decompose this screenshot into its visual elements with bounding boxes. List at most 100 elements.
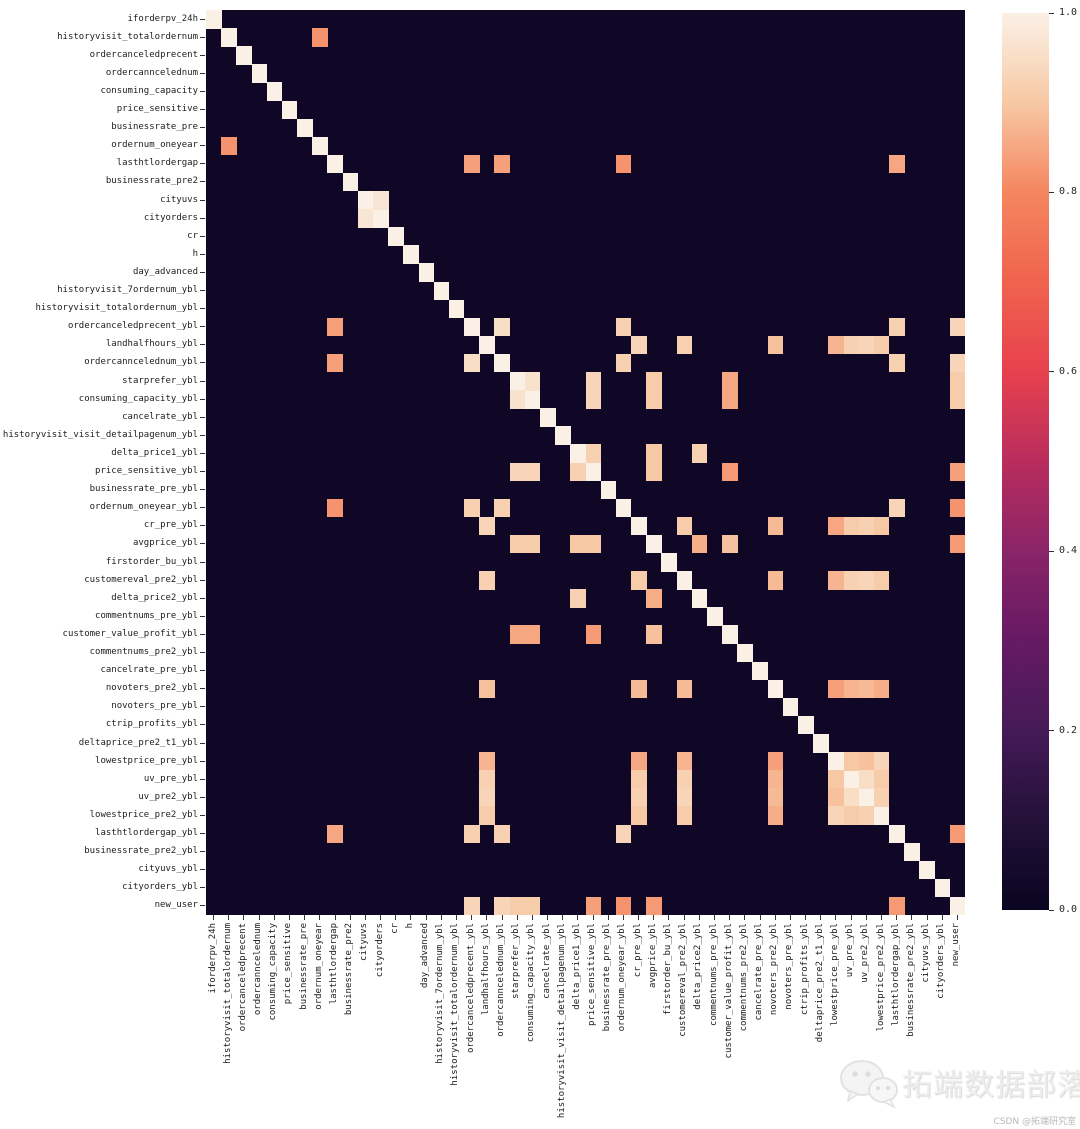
colorbar-tick-label: 0.8 [1059, 186, 1078, 198]
y-tick-label: historyvisit_7ordernum_ybl [57, 285, 198, 296]
y-tick-mark [200, 253, 205, 255]
x-tick-mark [562, 915, 564, 920]
heatmap-cell [843, 679, 860, 699]
x-tick-mark [911, 915, 913, 920]
heatmap-cell [312, 136, 328, 156]
watermark-text: 拓端数据部落 [902, 1068, 1080, 1103]
x-tick-mark [653, 915, 655, 920]
y-tick-label: consuming_capacity [100, 85, 198, 96]
y-tick-label: commentnums_pre_ybl [95, 610, 198, 621]
x-tick-mark [258, 915, 260, 920]
x-tick-mark [729, 915, 731, 920]
y-tick-mark [200, 543, 205, 545]
heatmap-cell [585, 462, 602, 481]
heatmap-cell [509, 462, 526, 481]
heatmap-cell [585, 444, 602, 463]
x-tick-label: cr [389, 923, 400, 934]
x-tick-label: ordercanceledprecent_ybl [465, 923, 476, 1054]
heatmap-cell [631, 770, 647, 789]
x-tick-label: lasthtlordergap_ybl [890, 923, 901, 1026]
x-tick-label: consuming_capacity [268, 923, 279, 1021]
colorbar-tick-mark [1049, 371, 1054, 373]
heatmap-cell [479, 770, 495, 789]
y-tick-label: cityuvs_ybl [138, 864, 198, 875]
x-tick-mark [364, 915, 366, 920]
x-tick-label: new_user [951, 923, 962, 967]
heatmap-cell [889, 353, 905, 373]
x-tick-mark [334, 915, 336, 920]
x-tick-mark [774, 915, 776, 920]
heatmap-cell [949, 353, 966, 373]
y-tick-label: landhalfhours_ybl [105, 339, 198, 350]
heatmap-cell [479, 516, 495, 536]
y-tick-label: delta_price2_ybl [111, 592, 198, 603]
heatmap-cell [615, 896, 632, 916]
heatmap-cell [388, 227, 404, 246]
x-tick-label: ctrip_profits_ybl [799, 923, 810, 1016]
x-tick-label: ordernum_oneyear [313, 923, 324, 1010]
x-tick-label: price_sensitive [283, 923, 294, 1005]
x-tick-mark [471, 915, 473, 920]
heatmap-cell [236, 46, 252, 65]
x-tick-label: cr_pre_ybl [632, 923, 643, 978]
heatmap-cell [494, 824, 510, 843]
heatmap-cell [828, 788, 844, 807]
x-tick-mark [486, 915, 488, 920]
heatmap-cell [221, 136, 237, 156]
heatmap-cell [494, 154, 510, 174]
y-tick-mark [200, 688, 205, 690]
y-tick-label: ctrip_profits_ybl [105, 719, 198, 730]
heatmap-cell [767, 788, 784, 807]
y-tick-mark [200, 760, 205, 762]
y-tick-mark [200, 579, 205, 581]
heatmap-cell [873, 571, 890, 590]
y-tick-mark [200, 633, 205, 635]
heatmap-cell [767, 770, 784, 789]
heatmap-cell [858, 788, 875, 807]
heatmap-cell [585, 534, 602, 554]
heatmap-cell [631, 788, 647, 807]
x-tick-label: landhalfhours_ybl [480, 923, 491, 1016]
heatmap-cell [327, 154, 344, 174]
y-tick-mark [200, 344, 205, 346]
heatmap-cell [206, 10, 222, 29]
heatmap-cell [828, 571, 844, 590]
x-tick-mark [410, 915, 412, 920]
heatmap-cell [494, 498, 510, 518]
heatmap-cell [615, 154, 632, 174]
y-tick-label: novoters_pre2_ybl [105, 683, 198, 694]
y-tick-label: businessrate_pre_ybl [89, 484, 198, 495]
heatmap-cell [889, 317, 905, 337]
y-tick-label: businessrate_pre [111, 122, 198, 133]
x-tick-label: commentnums_pre_ybl [708, 923, 719, 1026]
y-tick-mark [200, 796, 205, 798]
x-tick-mark [319, 915, 321, 920]
y-tick-label: customereval_pre2_ybl [84, 574, 198, 585]
x-tick-label: commentnums_pre2_ybl [738, 923, 749, 1032]
heatmap-cell [585, 896, 602, 916]
heatmap-cell [949, 824, 966, 843]
heatmap-cell [312, 28, 328, 47]
x-tick-label: cityorders_ybl [936, 923, 947, 999]
y-tick-mark [200, 181, 205, 183]
x-tick-mark [304, 915, 306, 920]
heatmap-cell [327, 317, 344, 337]
heatmap-cell [843, 770, 860, 789]
y-tick-mark [200, 72, 205, 74]
heatmap-cell [858, 571, 875, 590]
y-tick-label: ordercanncelednum [105, 67, 198, 78]
heatmap-cell [524, 372, 541, 391]
y-tick-label: historyvisit_totalordernum [57, 31, 198, 42]
heatmap-cell [494, 317, 510, 337]
y-tick-label: firstorder_bu_ybl [105, 556, 198, 567]
colorbar-tick-label: 0.6 [1059, 365, 1078, 377]
y-tick-label: cityorders [143, 212, 198, 223]
x-tick-mark [395, 915, 397, 920]
y-tick-mark [200, 416, 205, 418]
heatmap-cell [843, 788, 860, 807]
heatmap-cell [676, 806, 693, 825]
x-tick-label: ordercanncelednum_ybl [496, 923, 506, 1037]
y-tick-mark [200, 742, 205, 744]
y-tick-mark [200, 814, 205, 816]
